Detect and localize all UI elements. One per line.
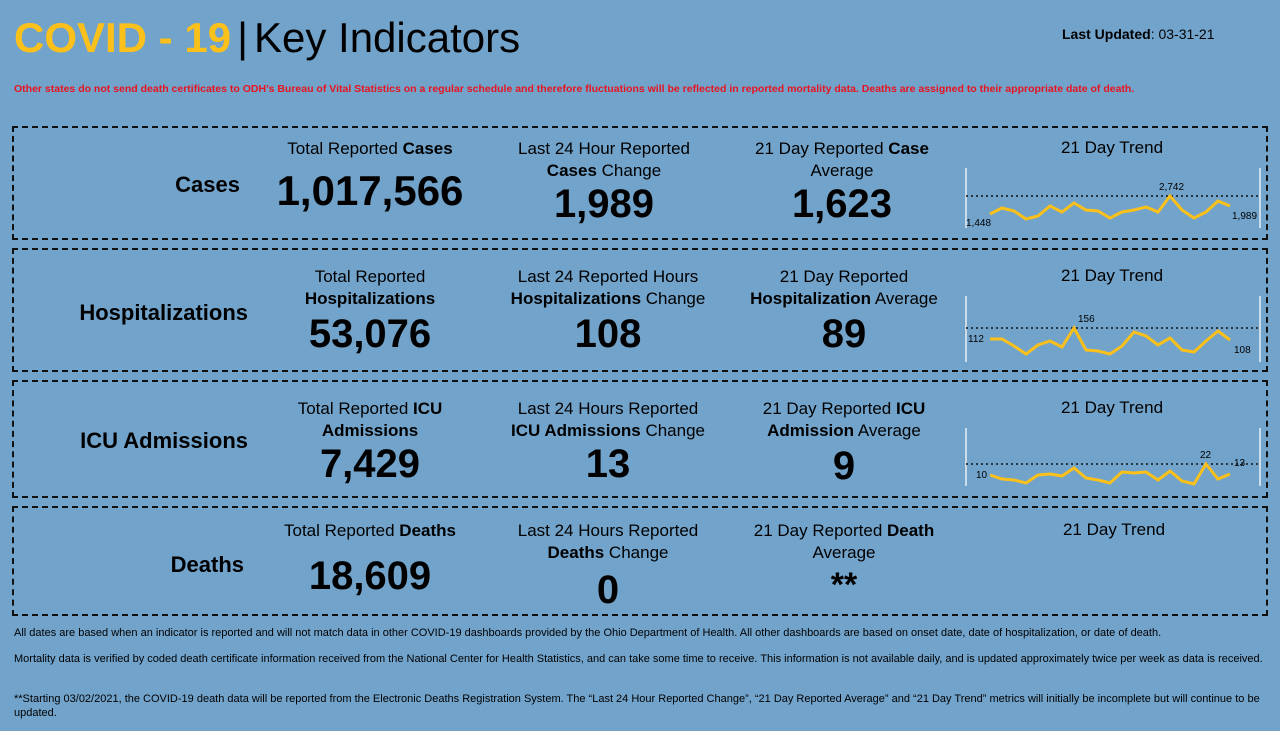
deaths-average-value: ** — [830, 566, 858, 604]
svg-text:13: 13 — [1234, 458, 1246, 469]
trend-title: 21 Day Trend — [1060, 398, 1164, 417]
hospitalizations-change: Last 24 Reported Hours Hospitalizations … — [488, 266, 728, 354]
cases-change-value: 1,989 — [553, 182, 655, 226]
total-hospitalizations: Total Reported Hospitalizations 53,076 — [260, 266, 480, 354]
svg-text:22: 22 — [1200, 450, 1212, 461]
last-updated: Last Updated: 03-31-21 — [1062, 26, 1215, 42]
footnote-edrs: **Starting 03/02/2021, the COVID-19 deat… — [14, 693, 1260, 719]
mortality-notice: Other states do not send death certifica… — [14, 83, 1135, 95]
icu-change-value: 13 — [585, 442, 631, 486]
title-separator: | — [237, 14, 248, 61]
hospitalizations-average-value: 89 — [821, 312, 867, 356]
cases-average: 21 Day Reported Case Average 1,623 — [732, 138, 952, 224]
total-icu-admissions: Total Reported ICU Admissions 7,429 — [260, 398, 480, 484]
footnote-mortality: Mortality data is verified by coded deat… — [14, 653, 1263, 665]
hospitalizations-trend-chart: 112 156 108 — [965, 296, 1261, 362]
section-cases: Cases Total Reported Cases 1,017,566 Las… — [12, 126, 1268, 240]
last-updated-label: Last Updated — [1062, 26, 1151, 42]
svg-text:108: 108 — [1234, 345, 1251, 356]
section-icu-admissions: ICU Admissions Total Reported ICU Admiss… — [12, 380, 1268, 498]
trend-title: 21 Day Trend — [1060, 138, 1164, 157]
trend-title: 21 Day Trend — [1062, 520, 1166, 539]
svg-text:112: 112 — [968, 334, 984, 345]
page-title: COVID - 19 | Key Indicators — [14, 14, 520, 62]
section-label: Deaths — [170, 552, 244, 577]
trend-title: 21 Day Trend — [1060, 266, 1164, 285]
section-label: ICU Admissions — [80, 428, 248, 453]
icu-trend-chart: 10 22 13 — [965, 428, 1261, 486]
footnote-dates: All dates are based when an indicator is… — [14, 627, 1162, 639]
cases-change: Last 24 Hour Reported Cases Change 1,989 — [494, 138, 714, 224]
hospitalizations-average: 21 Day Reported Hospitalization Average … — [728, 266, 960, 354]
deaths-average: 21 Day Reported Death Average ** — [728, 520, 960, 602]
total-hospitalizations-value: 53,076 — [308, 312, 432, 356]
icu-average: 21 Day Reported ICU Admission Average 9 — [728, 398, 960, 486]
svg-text:10: 10 — [976, 470, 988, 481]
total-deaths: Total Reported Deaths 18,609 — [260, 520, 480, 596]
last-updated-value: : 03-31-21 — [1150, 26, 1215, 42]
hospitalizations-change-value: 108 — [574, 312, 642, 356]
icu-change: Last 24 Hours Reported ICU Admissions Ch… — [488, 398, 728, 484]
cases-average-value: 1,623 — [791, 182, 893, 226]
section-deaths: Deaths Total Reported Deaths 18,609 Last… — [12, 506, 1268, 616]
svg-text:1,989: 1,989 — [1232, 211, 1257, 222]
deaths-change: Last 24 Hours Reported Deaths Change 0 — [488, 520, 728, 610]
icu-average-value: 9 — [832, 444, 856, 488]
total-cases-value: 1,017,566 — [276, 167, 464, 214]
total-icu-value: 7,429 — [319, 442, 421, 486]
title-highlight: COVID - 19 — [14, 14, 232, 61]
total-cases: Total Reported Cases 1,017,566 — [260, 138, 480, 212]
svg-text:1,448: 1,448 — [966, 218, 991, 229]
section-label: Hospitalizations — [79, 300, 248, 325]
title-rest: Key Indicators — [253, 14, 521, 61]
total-deaths-value: 18,609 — [308, 554, 432, 598]
deaths-change-value: 0 — [596, 568, 620, 612]
section-hospitalizations: Hospitalizations Total Reported Hospital… — [12, 248, 1268, 372]
svg-text:156: 156 — [1078, 314, 1095, 325]
cases-trend-chart: 1,448 2,742 1,989 — [965, 168, 1261, 229]
svg-text:2,742: 2,742 — [1159, 182, 1184, 193]
section-label: Cases — [175, 172, 240, 197]
